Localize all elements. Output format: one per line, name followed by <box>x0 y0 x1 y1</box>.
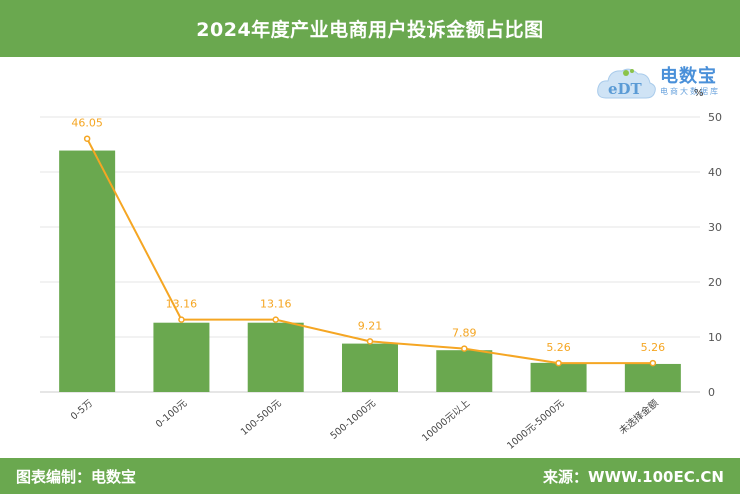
chart-header: 2024年度产业电商用户投诉金额占比图 <box>0 0 740 57</box>
x-tick-label: 0-5万 <box>69 398 95 423</box>
y-tick-label: 10 <box>708 331 722 344</box>
y-tick-label: 0 <box>708 386 715 399</box>
x-tick-label: 0-100元 <box>154 398 190 431</box>
bar <box>436 350 493 392</box>
data-label: 7.89 <box>452 327 477 340</box>
x-tick-label: 1000元-5000元 <box>505 398 567 452</box>
line-point <box>366 338 374 345</box>
x-tick-label: 10000元以上 <box>420 398 472 444</box>
bar <box>530 362 587 392</box>
y-tick-label: 50 <box>708 111 722 124</box>
data-label: 13.16 <box>166 298 198 311</box>
line-point <box>83 135 91 142</box>
cloud-logo-icon <box>597 68 656 99</box>
data-label: 5.26 <box>546 341 571 354</box>
logo-subtitle: 电商大数据库 <box>660 87 720 96</box>
chart-footer: 图表编制：电数宝 来源：WWW.100EC.CN <box>0 458 740 494</box>
bar-line-chart: 0 10 20 30 40 50 46.05 13.16 13.16 9.21 7.89 5.26 5.… <box>40 111 722 452</box>
line-point <box>649 359 657 367</box>
line-point <box>555 359 562 367</box>
y-tick-label: 30 <box>708 221 722 234</box>
data-label: 46.05 <box>71 117 103 130</box>
footer-source: 来源：WWW.100EC.CN <box>543 468 724 486</box>
y-tick-label: 20 <box>708 276 722 289</box>
chart-title: 2024年度产业电商用户投诉金额占比图 <box>196 19 544 41</box>
bar <box>59 150 116 392</box>
logo-brand-name: 电数宝 <box>660 66 717 87</box>
y-axis-unit: % <box>694 88 704 99</box>
footer-credit: 图表编制：电数宝 <box>16 468 137 486</box>
bar <box>153 322 210 392</box>
data-label: 13.16 <box>260 298 292 311</box>
line-point <box>461 345 468 352</box>
brand-logo: eDT 电数宝 电商大数据库 <box>596 62 736 102</box>
x-tick-label: 500-1000元 <box>329 398 379 442</box>
line-point <box>178 316 185 323</box>
bar <box>342 343 398 392</box>
bar <box>624 363 681 392</box>
x-tick-label: 100-500元 <box>239 398 284 438</box>
data-label: 9.21 <box>358 319 383 332</box>
line-point <box>272 316 279 323</box>
y-tick-label: 40 <box>708 166 722 179</box>
bar <box>247 322 304 392</box>
x-tick-label: 未选择金额 <box>617 397 661 437</box>
logo-mark-text: eDT <box>608 80 642 98</box>
data-label: 5.26 <box>641 341 666 354</box>
